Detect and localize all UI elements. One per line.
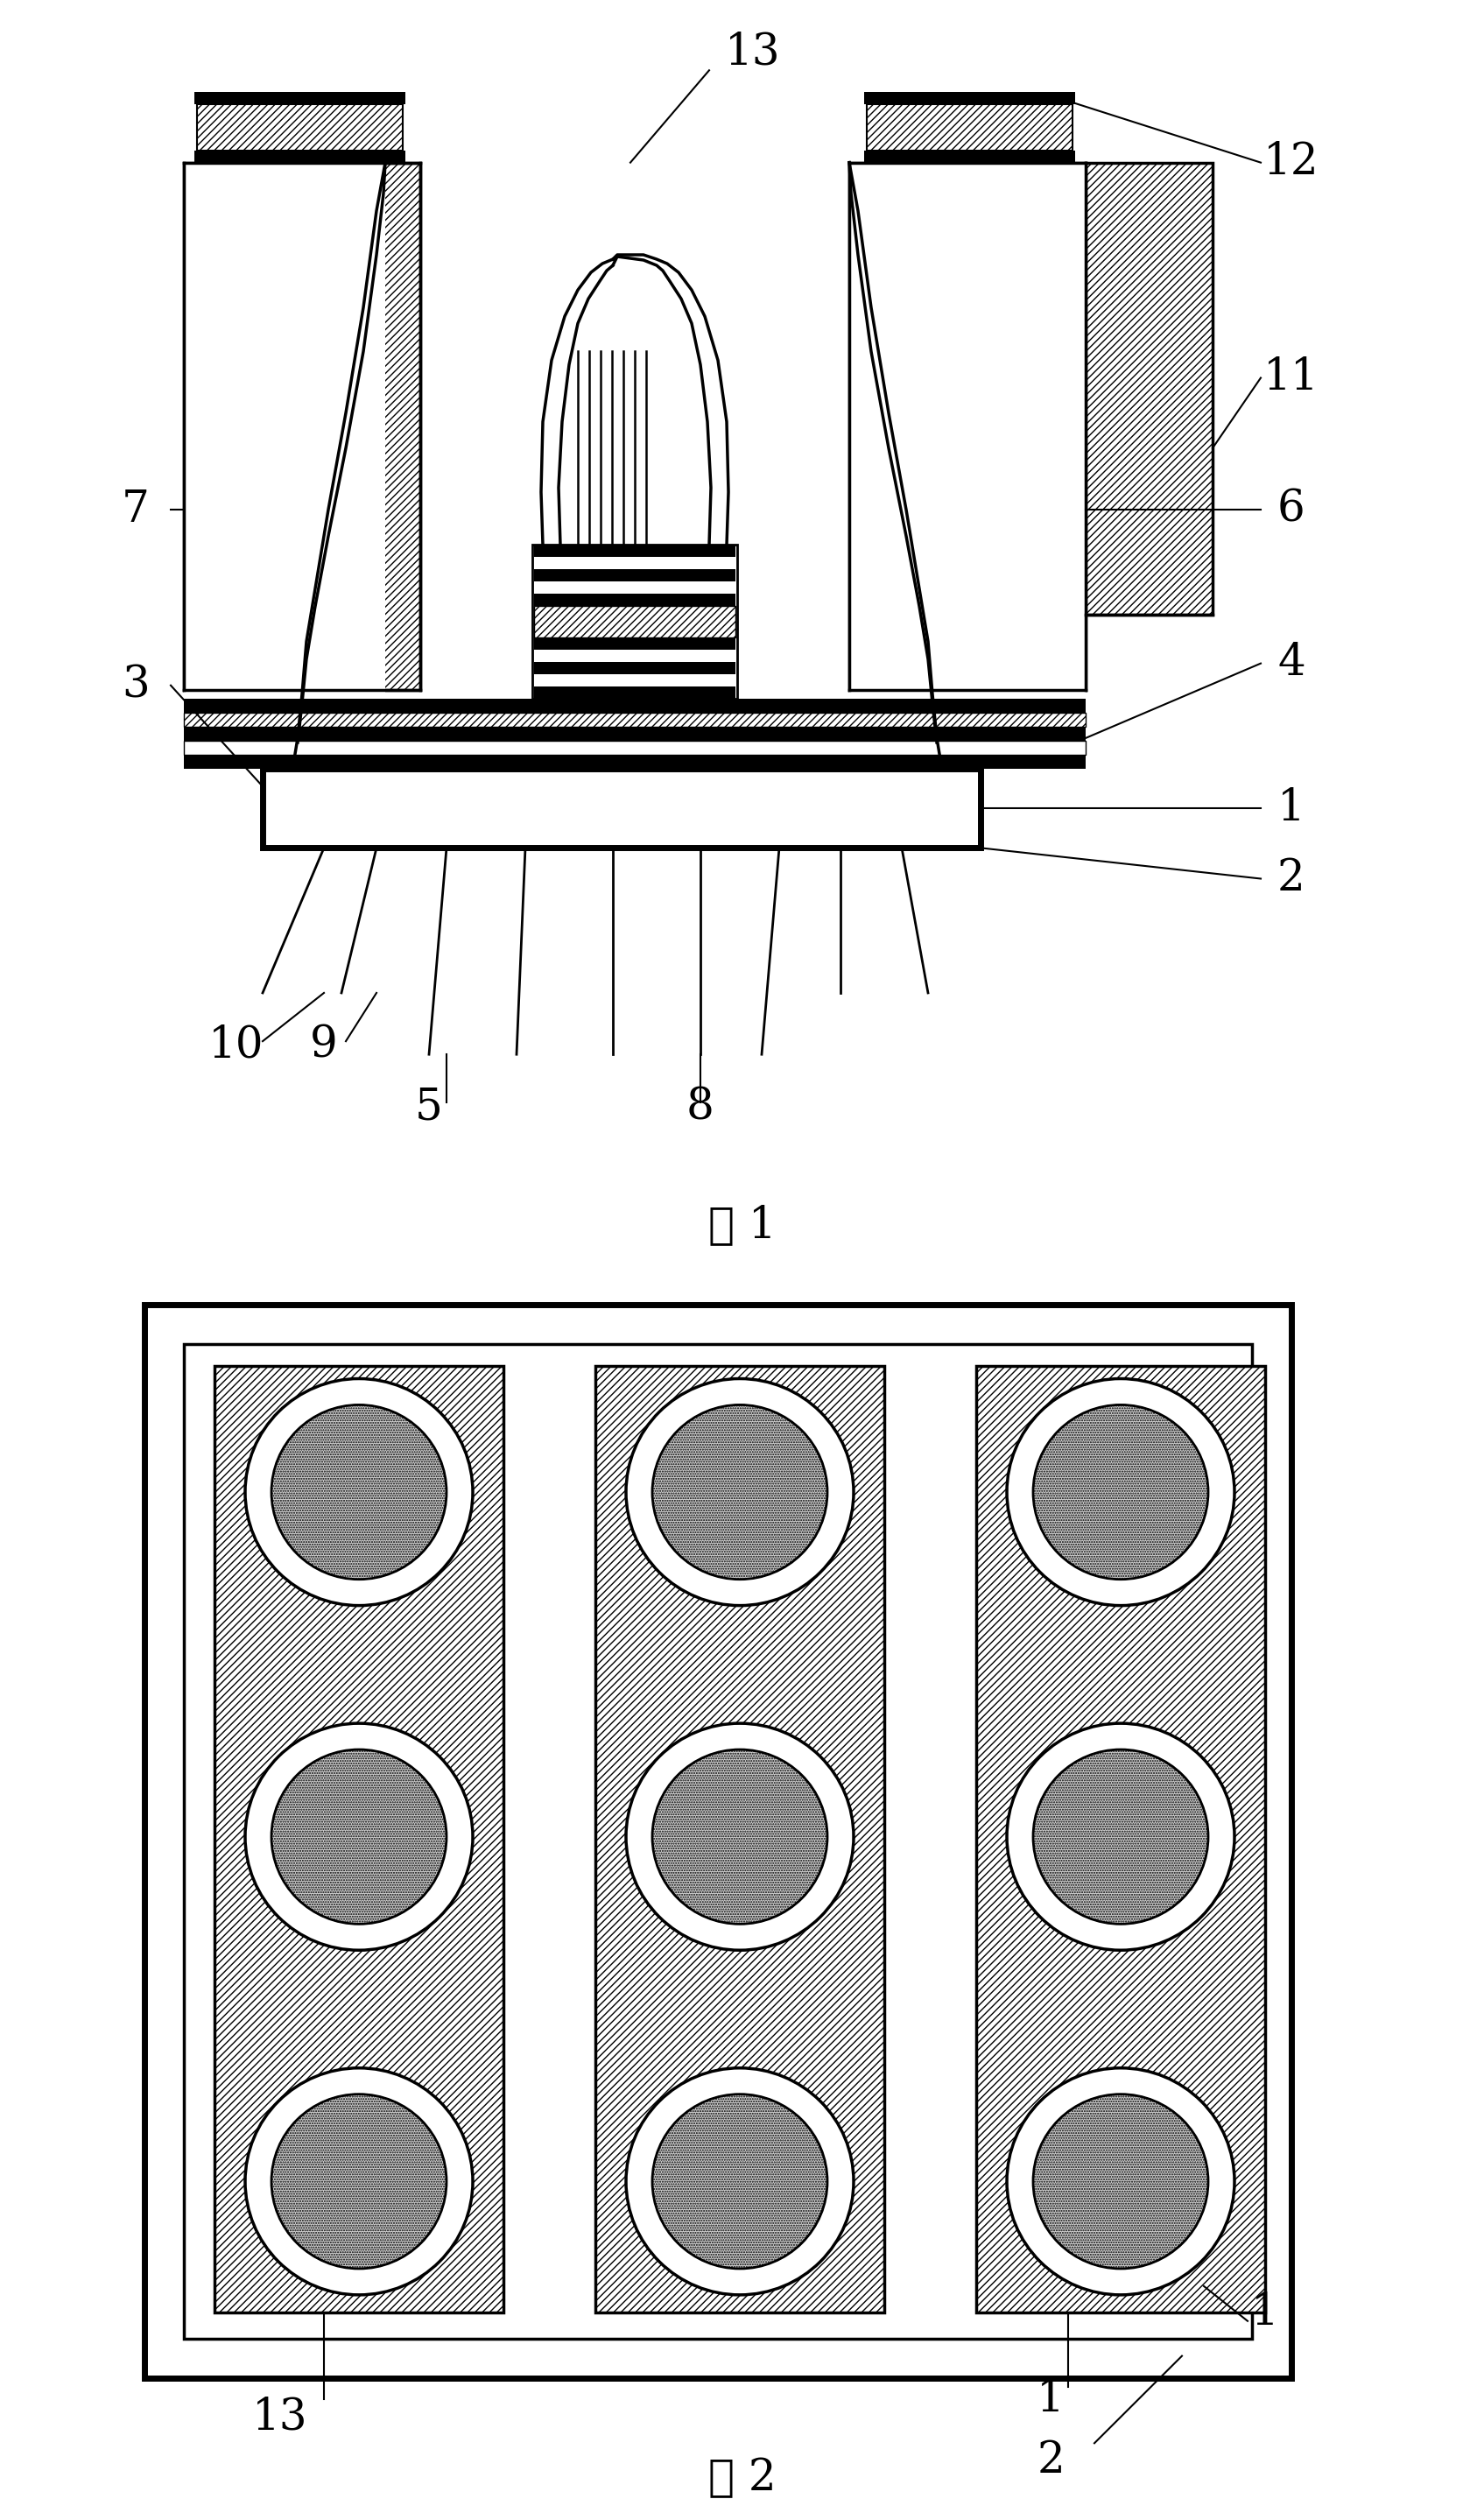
Text: 图 2: 图 2 — [708, 2455, 776, 2500]
Text: 11: 11 — [1263, 357, 1319, 400]
Bar — [144, 1304, 1291, 2377]
Text: 6: 6 — [1278, 488, 1306, 530]
Text: 2: 2 — [1278, 857, 1306, 900]
Text: 8: 8 — [687, 1086, 714, 1128]
Bar — [215, 1365, 503, 2312]
Circle shape — [653, 2093, 828, 2269]
Bar — [184, 714, 1086, 726]
Bar — [194, 93, 405, 106]
Circle shape — [653, 1749, 828, 1925]
Text: 1: 1 — [1037, 2377, 1064, 2420]
Bar — [533, 545, 738, 699]
Bar — [184, 163, 420, 689]
Text: 5: 5 — [416, 1086, 442, 1128]
Bar — [197, 106, 402, 151]
Text: 4: 4 — [1278, 641, 1306, 686]
Text: 13: 13 — [252, 2395, 309, 2438]
Text: 3: 3 — [122, 663, 150, 706]
Bar — [849, 163, 1086, 689]
Circle shape — [1006, 1724, 1235, 1950]
Bar — [534, 545, 736, 699]
Bar — [184, 1344, 1252, 2340]
Bar — [184, 726, 1086, 741]
Text: 7: 7 — [122, 488, 150, 530]
Bar — [864, 93, 1074, 106]
Bar — [263, 769, 981, 847]
Bar — [864, 151, 1074, 163]
Circle shape — [272, 1749, 447, 1925]
Bar — [534, 673, 736, 686]
Bar — [1086, 163, 1212, 616]
Circle shape — [1006, 2068, 1235, 2294]
Bar — [534, 648, 736, 661]
Bar — [534, 570, 736, 581]
Bar — [534, 593, 736, 606]
Text: 2: 2 — [1037, 2440, 1064, 2483]
Text: 13: 13 — [726, 30, 781, 75]
Text: 1: 1 — [1278, 787, 1306, 829]
Bar — [534, 686, 736, 699]
Circle shape — [245, 2068, 473, 2294]
Bar — [534, 581, 736, 593]
Circle shape — [626, 1380, 853, 1606]
Bar — [184, 741, 1086, 754]
Circle shape — [653, 1405, 828, 1578]
Circle shape — [1033, 1749, 1208, 1925]
Polygon shape — [849, 163, 1086, 761]
Text: 12: 12 — [1263, 141, 1319, 183]
Bar — [534, 558, 736, 570]
Bar — [534, 661, 736, 673]
Text: 10: 10 — [209, 1023, 264, 1068]
Text: 9: 9 — [310, 1023, 338, 1068]
Circle shape — [626, 2068, 853, 2294]
Circle shape — [245, 1380, 473, 1606]
Text: 图 1: 图 1 — [708, 1204, 776, 1246]
Bar — [976, 1365, 1266, 2312]
Bar — [534, 636, 736, 648]
Text: 1: 1 — [1251, 2292, 1279, 2335]
Circle shape — [1033, 1405, 1208, 1578]
Bar — [867, 106, 1073, 151]
Circle shape — [272, 2093, 447, 2269]
Bar — [194, 151, 405, 163]
Polygon shape — [184, 163, 386, 761]
Bar — [184, 754, 1086, 769]
Circle shape — [626, 1724, 853, 1950]
Circle shape — [272, 1405, 447, 1578]
Circle shape — [245, 1724, 473, 1950]
Bar — [534, 606, 736, 636]
Bar — [184, 699, 1086, 714]
Circle shape — [1033, 2093, 1208, 2269]
Circle shape — [1006, 1380, 1235, 1606]
Bar — [595, 1365, 884, 2312]
Bar — [534, 545, 736, 558]
